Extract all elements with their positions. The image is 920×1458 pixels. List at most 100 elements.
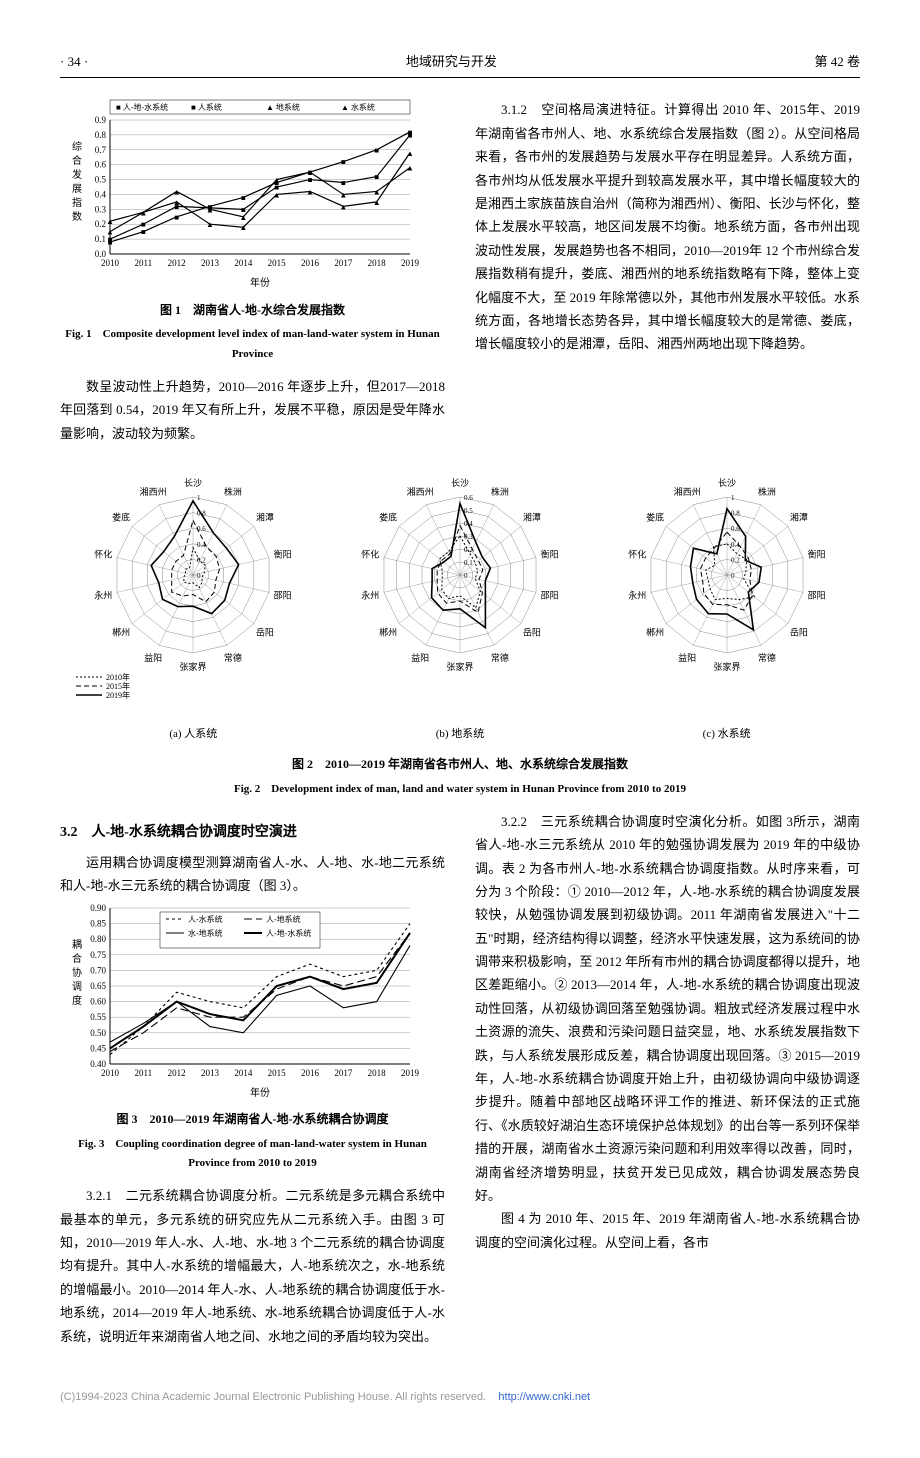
- svg-text:衡阳: 衡阳: [541, 549, 559, 560]
- right-para-1: 3.1.2 空间格局演进特征。计算得出 2010 年、2015年、2019 年湖…: [475, 98, 860, 355]
- figure-3-chart: 0.400.450.500.550.600.650.700.750.800.85…: [60, 898, 445, 1105]
- svg-text:岳阳: 岳阳: [790, 627, 808, 638]
- svg-text:▲: ▲: [273, 191, 281, 200]
- svg-text:■: ■: [141, 228, 146, 237]
- svg-text:2016: 2016: [301, 258, 320, 268]
- svg-text:2012: 2012: [168, 1068, 186, 1078]
- svg-text:2015: 2015: [268, 258, 287, 268]
- svg-text:0.65: 0.65: [90, 981, 106, 991]
- svg-text:■: ■: [241, 194, 246, 203]
- svg-text:发: 发: [72, 168, 82, 181]
- svg-text:■ 人-地-水系统: ■ 人-地-水系统: [116, 102, 168, 112]
- svg-text:常德: 常德: [758, 652, 776, 663]
- svg-text:▲: ▲: [106, 228, 114, 237]
- svg-text:▲: ▲: [239, 224, 247, 233]
- svg-text:0.60: 0.60: [90, 996, 106, 1006]
- fig1-caption-en: Fig. 1 Composite development level index…: [60, 325, 445, 365]
- svg-text:怀化: 怀化: [361, 549, 379, 560]
- svg-text:2011: 2011: [134, 258, 152, 268]
- svg-text:株洲: 株洲: [224, 486, 242, 497]
- svg-text:▲: ▲: [339, 203, 347, 212]
- svg-text:0.2: 0.2: [95, 220, 106, 230]
- svg-text:▲: ▲: [206, 206, 214, 215]
- svg-text:■: ■: [174, 213, 179, 222]
- svg-text:2010年: 2010年: [106, 672, 130, 682]
- svg-text:郴州: 郴州: [112, 627, 130, 638]
- svg-text:岳阳: 岳阳: [256, 627, 274, 638]
- svg-text:邵阳: 邵阳: [274, 591, 292, 601]
- svg-text:2019: 2019: [401, 258, 420, 268]
- footer-copyright: (C)1994-2023 China Academic Journal Elec…: [60, 1391, 486, 1403]
- svg-text:0.8: 0.8: [95, 130, 107, 140]
- svg-text:0.4: 0.4: [197, 541, 206, 549]
- fig2-caption-cn: 图 2 2010—2019 年湖南省各市州人、地、水系统综合发展指数: [60, 754, 860, 776]
- svg-text:益阳: 益阳: [678, 652, 696, 663]
- svg-text:2012: 2012: [168, 258, 186, 268]
- svg-text:0.6: 0.6: [464, 494, 473, 502]
- svg-text:湘潭: 湘潭: [256, 512, 274, 523]
- fig2-caption-en: Fig. 2 Development index of man, land an…: [60, 780, 860, 800]
- svg-text:娄底: 娄底: [379, 512, 397, 523]
- svg-text:▲: ▲: [239, 213, 247, 222]
- svg-text:2015年: 2015年: [106, 681, 130, 691]
- svg-text:0.50: 0.50: [90, 1027, 106, 1037]
- svg-text:▲: ▲: [373, 198, 381, 207]
- svg-text:▲: ▲: [273, 176, 281, 185]
- svg-text:0.9: 0.9: [95, 115, 107, 125]
- svg-text:耦: 耦: [72, 939, 82, 951]
- page-header: · 34 · 地域研究与开发 第 42 卷: [60, 50, 860, 78]
- svg-text:株洲: 株洲: [491, 486, 509, 497]
- journal-name: 地域研究与开发: [406, 50, 497, 73]
- svg-text:▲: ▲: [406, 149, 414, 158]
- svg-text:2013: 2013: [201, 258, 220, 268]
- svg-text:■ 人系统: ■ 人系统: [191, 102, 222, 112]
- svg-text:合: 合: [72, 154, 82, 167]
- svg-text:数: 数: [72, 210, 82, 223]
- svg-text:湘潭: 湘潭: [790, 512, 808, 523]
- svg-text:0.5: 0.5: [464, 507, 473, 515]
- volume: 第 42 卷: [814, 50, 860, 73]
- svg-text:邵阳: 邵阳: [807, 591, 825, 601]
- svg-text:2015: 2015: [268, 1068, 287, 1078]
- fig3-caption-en: Fig. 3 Coupling coordination degree of m…: [60, 1135, 445, 1175]
- svg-text:合: 合: [72, 952, 82, 965]
- svg-text:▲: ▲: [406, 164, 414, 173]
- svg-text:水-地系统: 水-地系统: [188, 928, 223, 938]
- svg-text:■: ■: [374, 173, 379, 182]
- svg-text:▲ 水系统: ▲ 水系统: [341, 102, 375, 112]
- svg-text:永州: 永州: [95, 590, 113, 601]
- svg-text:■: ■: [108, 238, 113, 247]
- svg-text:张家界: 张家界: [713, 661, 740, 672]
- svg-text:湘潭: 湘潭: [523, 512, 541, 523]
- svg-text:调: 调: [72, 981, 82, 993]
- svg-text:0.55: 0.55: [90, 1012, 106, 1022]
- svg-text:2019年: 2019年: [106, 690, 130, 700]
- svg-text:▲: ▲: [173, 198, 181, 207]
- para-3-2-2: 3.2.2 三元系统耦合协调度时空演化分析。如图 3所示，湖南省人-地-水三元系…: [475, 810, 860, 1208]
- svg-text:▲: ▲: [339, 191, 347, 200]
- svg-text:指: 指: [72, 196, 82, 209]
- footer-link[interactable]: http://www.cnki.net: [498, 1391, 590, 1403]
- svg-text:0.4: 0.4: [95, 190, 107, 200]
- svg-text:▲: ▲: [173, 188, 181, 197]
- svg-text:长沙: 长沙: [451, 477, 469, 488]
- svg-text:0.5: 0.5: [95, 175, 107, 185]
- svg-text:▲: ▲: [306, 169, 314, 178]
- svg-text:0.2: 0.2: [731, 557, 740, 565]
- left-para-1: 数呈波动性上升趋势，2010—2016 年逐步上升，但2017—2018 年回落…: [60, 375, 445, 445]
- svg-text:2017: 2017: [334, 258, 353, 268]
- svg-text:年份: 年份: [250, 1086, 270, 1098]
- svg-text:1: 1: [197, 494, 201, 502]
- para-3-2-1: 3.2.1 二元系统耦合协调度分析。二元系统是多元耦合系统中最基本的单元，多元系…: [60, 1184, 445, 1348]
- svg-text:年份: 年份: [250, 276, 270, 288]
- svg-text:■: ■: [341, 179, 346, 188]
- svg-text:衡阳: 衡阳: [274, 549, 292, 560]
- svg-text:长沙: 长沙: [718, 477, 736, 488]
- fig1-caption-cn: 图 1 湖南省人-地-水综合发展指数: [60, 300, 445, 322]
- svg-text:0.3: 0.3: [95, 205, 107, 215]
- svg-text:度: 度: [72, 994, 82, 1007]
- svg-text:▲: ▲: [106, 218, 114, 227]
- svg-text:邵阳: 邵阳: [541, 591, 559, 601]
- svg-text:永州: 永州: [361, 590, 379, 601]
- svg-text:0.75: 0.75: [90, 949, 106, 959]
